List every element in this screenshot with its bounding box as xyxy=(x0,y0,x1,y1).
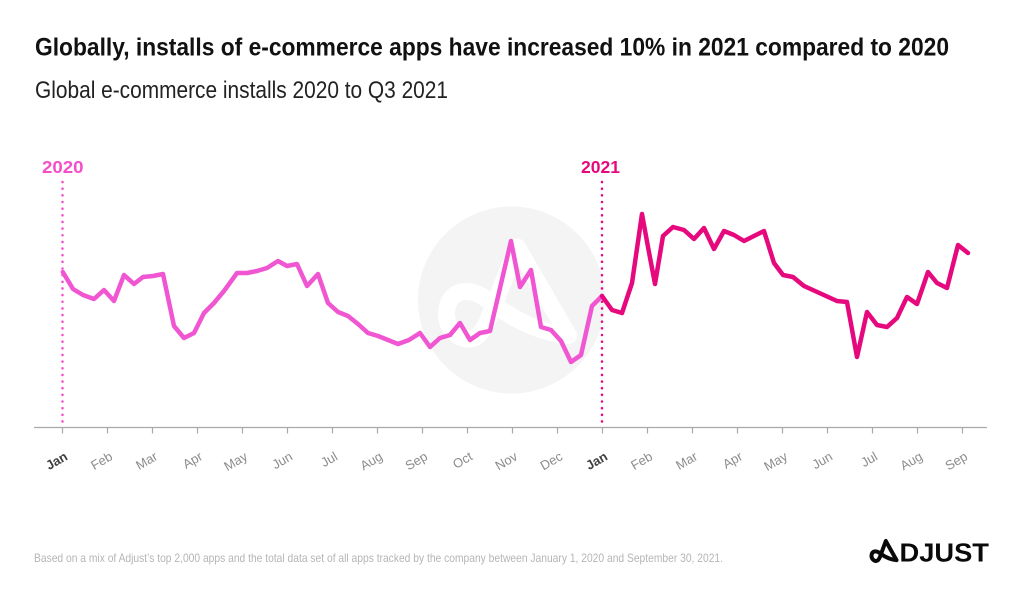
svg-text:Globally, installs of e-commer: Globally, installs of e-commerce apps ha… xyxy=(35,34,949,62)
svg-text:Based on a mix of Adjust’s top: Based on a mix of Adjust’s top 2,000 app… xyxy=(34,551,723,565)
svg-text:2021: 2021 xyxy=(581,157,620,177)
svg-text:Jul: Jul xyxy=(318,449,340,470)
svg-text:Global e-commerce installs 202: Global e-commerce installs 2020 to Q3 20… xyxy=(35,77,448,104)
svg-text:2020: 2020 xyxy=(42,157,84,177)
svg-text:DJUST: DJUST xyxy=(900,538,990,568)
svg-text:Jul: Jul xyxy=(858,449,880,470)
